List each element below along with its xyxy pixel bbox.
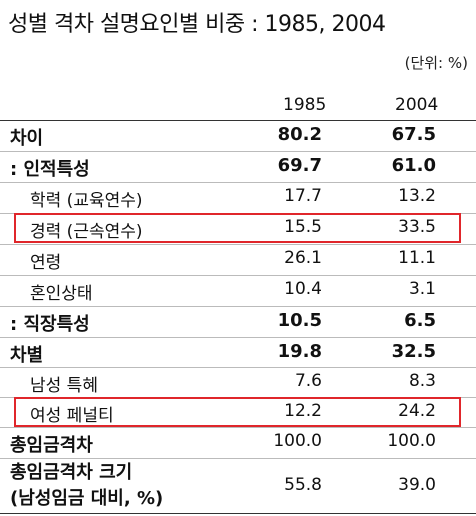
row-label: 경력 (근속연수) [30,222,143,242]
value-1985: 7.6 [294,371,322,391]
table-row-job-characteristics: : 직장특성 10.5 6.5 [0,306,476,336]
table-row-human-capital: : 인적특성 69.7 61.0 [0,151,476,181]
highlight-box-experience [14,213,461,243]
value-1985: 10.4 [284,279,322,299]
value-1985: 19.8 [277,341,322,362]
value-1985: 10.5 [277,310,322,331]
row-label: : 직장특성 [10,314,90,335]
row-label: 여성 페널티 [30,406,114,426]
value-2004: 61.0 [391,155,436,176]
row-label: 혼인상태 [30,284,93,304]
row-label: 차이 [10,128,44,149]
column-header-1985: 1985 [283,95,327,115]
row-label: 총임금격차 [10,435,93,456]
value-2004: 3.1 [408,279,436,299]
row-label-line2: (남성임금 대비, %) [10,488,164,509]
value-2004: 33.5 [398,217,436,237]
table-row-marital-status: 혼인상태 10.4 3.1 [0,275,476,305]
table-top-rule [0,120,476,121]
value-2004: 24.2 [398,401,436,421]
value-2004: 6.5 [404,310,436,331]
column-header-2004: 2004 [395,95,439,115]
table-row-total-wage-gap: 총임금격차 100.0 100.0 [0,427,476,457]
row-label: 연령 [30,253,62,273]
value-1985: 15.5 [284,217,322,237]
value-1985: 100.0 [273,431,322,451]
value-2004: 32.5 [391,341,436,362]
page-title: 성별 격차 설명요인별 비중 : 1985, 2004 [8,12,386,37]
row-label: : 인적특성 [10,159,90,180]
table-row-age: 연령 26.1 11.1 [0,244,476,274]
value-2004: 8.3 [408,371,436,391]
row-label: 남성 특혜 [30,376,98,396]
value-1985: 17.7 [284,186,322,206]
value-1985: 80.2 [277,124,322,145]
value-2004: 100.0 [387,431,436,451]
value-2004: 39.0 [398,475,436,495]
table-row-gap: 차이 80.2 67.5 [0,121,476,151]
value-2004: 11.1 [398,248,436,268]
value-1985: 12.2 [284,401,322,421]
value-1985: 55.8 [284,475,322,495]
row-label-line1: 총임금격차 크기 [10,462,133,483]
row-label: 차별 [10,345,44,366]
value-2004: 13.2 [398,186,436,206]
unit-note: (단위: %) [404,54,468,72]
table-bottom-rule [0,513,476,514]
table-row-male-premium: 남성 특혜 7.6 8.3 [0,367,476,397]
highlight-box-female-penalty [14,397,461,427]
table-row-total-wage-gap-size: 총임금격차 크기 (남성임금 대비, %) 55.8 39.0 [0,458,476,513]
table-row-discrimination: 차별 19.8 32.5 [0,337,476,367]
value-2004: 67.5 [391,124,436,145]
value-1985: 69.7 [277,155,322,176]
row-label: 학력 (교육연수) [30,191,143,211]
value-1985: 26.1 [284,248,322,268]
table-row-education: 학력 (교육연수) 17.7 13.2 [0,182,476,212]
